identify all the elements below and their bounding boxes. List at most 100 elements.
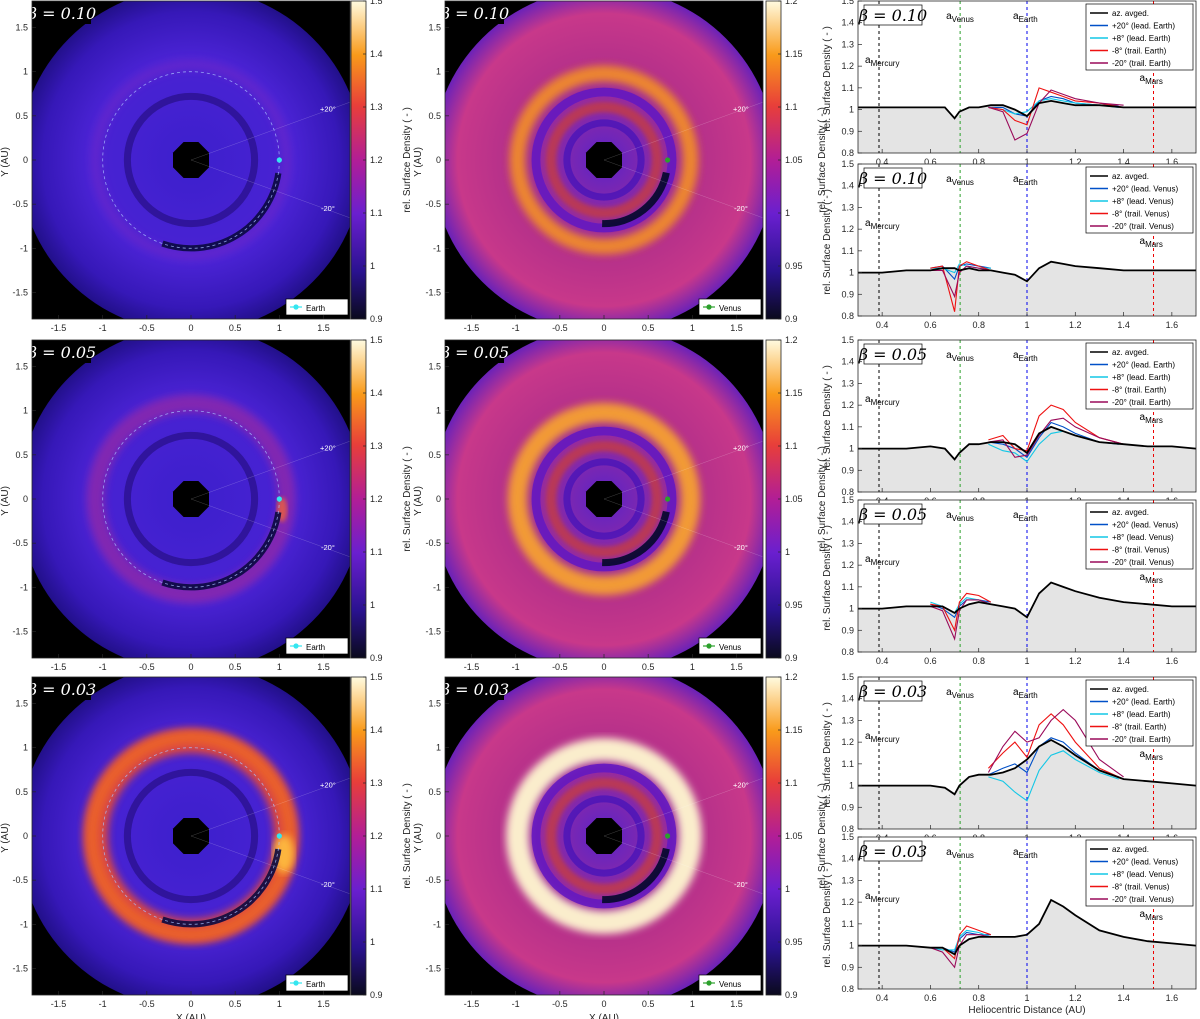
y-tick-label: 1.1 bbox=[841, 919, 854, 929]
x-tick-label: 1 bbox=[1024, 157, 1029, 167]
y-tick-label: 1 bbox=[849, 268, 854, 278]
angle-line bbox=[190, 440, 350, 500]
y-tick-label: 1.5 bbox=[841, 0, 854, 6]
inner-gap bbox=[563, 458, 645, 540]
gap-crescent bbox=[602, 510, 670, 567]
y-tick-label: 0.9 bbox=[841, 465, 854, 475]
legend-marker bbox=[293, 304, 299, 310]
inner-gap bbox=[563, 795, 645, 877]
x-tick-label: 0.5 bbox=[642, 662, 655, 672]
y-tick-label: 1.1 bbox=[841, 759, 854, 769]
angle-line bbox=[603, 159, 763, 219]
x-tick-label: 1.5 bbox=[317, 662, 330, 672]
x-tick-label: 0.6 bbox=[924, 993, 937, 1003]
inner-ring bbox=[545, 101, 663, 219]
legend-marker bbox=[706, 980, 712, 986]
colorbar-tick-label: 1.2 bbox=[370, 494, 383, 504]
planet-label: aMercury bbox=[865, 891, 899, 904]
x-tick-label: -0.5 bbox=[139, 662, 155, 672]
plot-area bbox=[858, 164, 1196, 316]
map-image: +20° -20° bbox=[32, 340, 350, 658]
beta-label-box bbox=[863, 680, 923, 702]
x-tick-label: 1.6 bbox=[1166, 320, 1179, 330]
planet-marker bbox=[665, 496, 671, 502]
y-tick-label: 1 bbox=[23, 743, 28, 753]
planet-label: aVenus bbox=[946, 350, 974, 363]
y-axis-label: Y (AU) bbox=[0, 147, 11, 177]
y-tick-label: 1 bbox=[23, 67, 28, 77]
colorbar-tick-label: 1 bbox=[370, 937, 375, 947]
y-tick-label: -0.5 bbox=[12, 875, 28, 885]
y-tick-label: 0.9 bbox=[841, 126, 854, 136]
colorbar-tick-label: 1 bbox=[785, 208, 790, 218]
planet-label-subscript: Mercury bbox=[871, 735, 900, 744]
y-tick-label: 1 bbox=[849, 444, 854, 454]
x-tick-label: -1.5 bbox=[464, 323, 480, 333]
planet-label: aMercury bbox=[865, 394, 899, 407]
planet-label-subscript: Earth bbox=[1019, 15, 1038, 24]
x-tick-label: 0 bbox=[188, 662, 193, 672]
y-tick-label: 1.3 bbox=[841, 715, 854, 725]
planet-label: aEarth bbox=[1013, 510, 1038, 523]
x-tick-label: 0.4 bbox=[876, 993, 889, 1003]
series-line bbox=[858, 738, 1196, 796]
beta-label: β = 0.03 bbox=[440, 680, 509, 699]
y-axis-label: rel. Surface Density ( - ) bbox=[822, 702, 833, 808]
y-tick-label: 0 bbox=[436, 494, 441, 504]
colorbar-tick-label: 1.3 bbox=[370, 102, 383, 112]
x-tick-label: -0.5 bbox=[552, 323, 568, 333]
series-line bbox=[988, 713, 1124, 780]
legend-box bbox=[1085, 3, 1194, 71]
y-tick-label: 1.3 bbox=[841, 378, 854, 388]
beta-label: β = 0.03 bbox=[858, 842, 927, 861]
earth-gap-ring bbox=[531, 87, 677, 233]
planet-label: aVenus bbox=[946, 510, 974, 523]
legend-entry: Earth bbox=[306, 304, 325, 313]
y-tick-label: 0 bbox=[436, 831, 441, 841]
colorbar-tick-label: 1 bbox=[370, 600, 375, 610]
y-tick-label: 1.1 bbox=[841, 422, 854, 432]
legend-entry: +20° (lead. Earth) bbox=[1112, 698, 1175, 707]
planet-label-subscript: Mercury bbox=[871, 59, 900, 68]
x-tick-label: 1.5 bbox=[730, 999, 743, 1009]
y-tick-label: -0.5 bbox=[12, 538, 28, 548]
x-tick-label: 1 bbox=[277, 323, 282, 333]
colorbar-tick-label: 1 bbox=[785, 547, 790, 557]
colorbar-tick-label: 1.5 bbox=[370, 335, 383, 345]
y-tick-label: 0.5 bbox=[428, 450, 441, 460]
legend-marker bbox=[706, 304, 712, 310]
legend-entry: +20° (lead. Earth) bbox=[1112, 22, 1175, 31]
planet-label-subscript: Mars bbox=[1145, 240, 1163, 249]
planet-label-subscript: Venus bbox=[952, 691, 974, 700]
y-tick-label: 1 bbox=[436, 406, 441, 416]
beta-label: β = 0.05 bbox=[858, 345, 927, 364]
angle-label: -20° bbox=[734, 880, 748, 889]
y-tick-label: -0.5 bbox=[425, 538, 441, 548]
planet-label: aMars bbox=[1140, 73, 1163, 86]
legend-box bbox=[698, 637, 762, 655]
y-tick-label: 1 bbox=[436, 743, 441, 753]
y-tick-label: 1.4 bbox=[841, 694, 854, 704]
planet-label: aEarth bbox=[1013, 847, 1038, 860]
planet-label: aMercury bbox=[865, 554, 899, 567]
planet-label-subscript: Venus bbox=[952, 851, 974, 860]
legend-entry: -20° (trail. Venus) bbox=[1112, 558, 1174, 567]
y-tick-label: -1 bbox=[433, 919, 441, 929]
map-venus-beta-0.05: +20° -20° β = 0.05 Venus -1.5 1.5 -1 1 -0.5 0.5 0 0… bbox=[413, 335, 828, 672]
az-avg-fill bbox=[858, 582, 1196, 652]
x-tick-label: 1.2 bbox=[1069, 320, 1082, 330]
map-image: +20° -20° bbox=[445, 677, 763, 995]
y-tick-label: 1 bbox=[849, 604, 854, 614]
y-tick-label: -1 bbox=[433, 582, 441, 592]
resonant-ring bbox=[90, 59, 292, 261]
y-tick-label: 0.9 bbox=[841, 625, 854, 635]
angle-line bbox=[603, 835, 763, 895]
planet-marker bbox=[276, 157, 282, 163]
angle-label: +20° bbox=[320, 780, 336, 789]
x-tick-label: 1.4 bbox=[1117, 656, 1130, 666]
y-tick-label: 1 bbox=[23, 406, 28, 416]
series-line bbox=[988, 404, 1124, 452]
series-line bbox=[858, 581, 1196, 619]
inner-ring bbox=[545, 440, 663, 558]
series-line bbox=[858, 260, 1196, 283]
